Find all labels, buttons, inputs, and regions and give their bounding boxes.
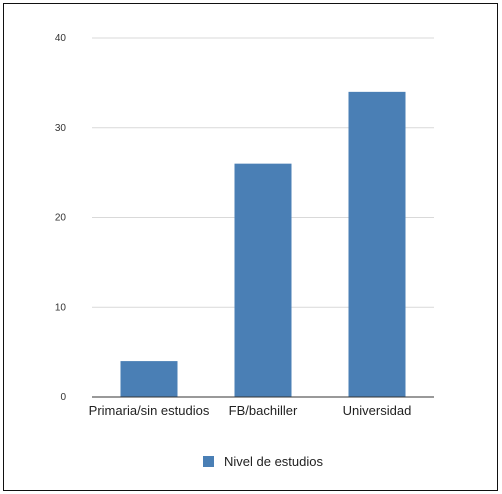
bar [348, 91, 406, 397]
legend-label: Nivel de estudios [224, 454, 323, 469]
y-tick-label: 20 [55, 213, 67, 224]
bars [120, 91, 406, 397]
x-tick-label: FB/bachiller [229, 403, 298, 418]
category-labels: Primaria/sin estudios FB/bachiller Univers… [89, 403, 412, 418]
bar [234, 163, 292, 397]
y-tick-labels: 0 10 20 30 40 [55, 33, 67, 403]
y-tick-label: 10 [55, 302, 67, 313]
y-tick-label: 30 [55, 123, 67, 134]
y-tick-label: 40 [55, 33, 67, 44]
bar [120, 361, 178, 397]
legend: Nivel de estudios [203, 454, 323, 469]
x-tick-label: Universidad [343, 403, 412, 418]
x-tick-label: Primaria/sin estudios [89, 403, 210, 418]
y-tick-label: 0 [60, 392, 66, 403]
legend-swatch [203, 456, 214, 467]
